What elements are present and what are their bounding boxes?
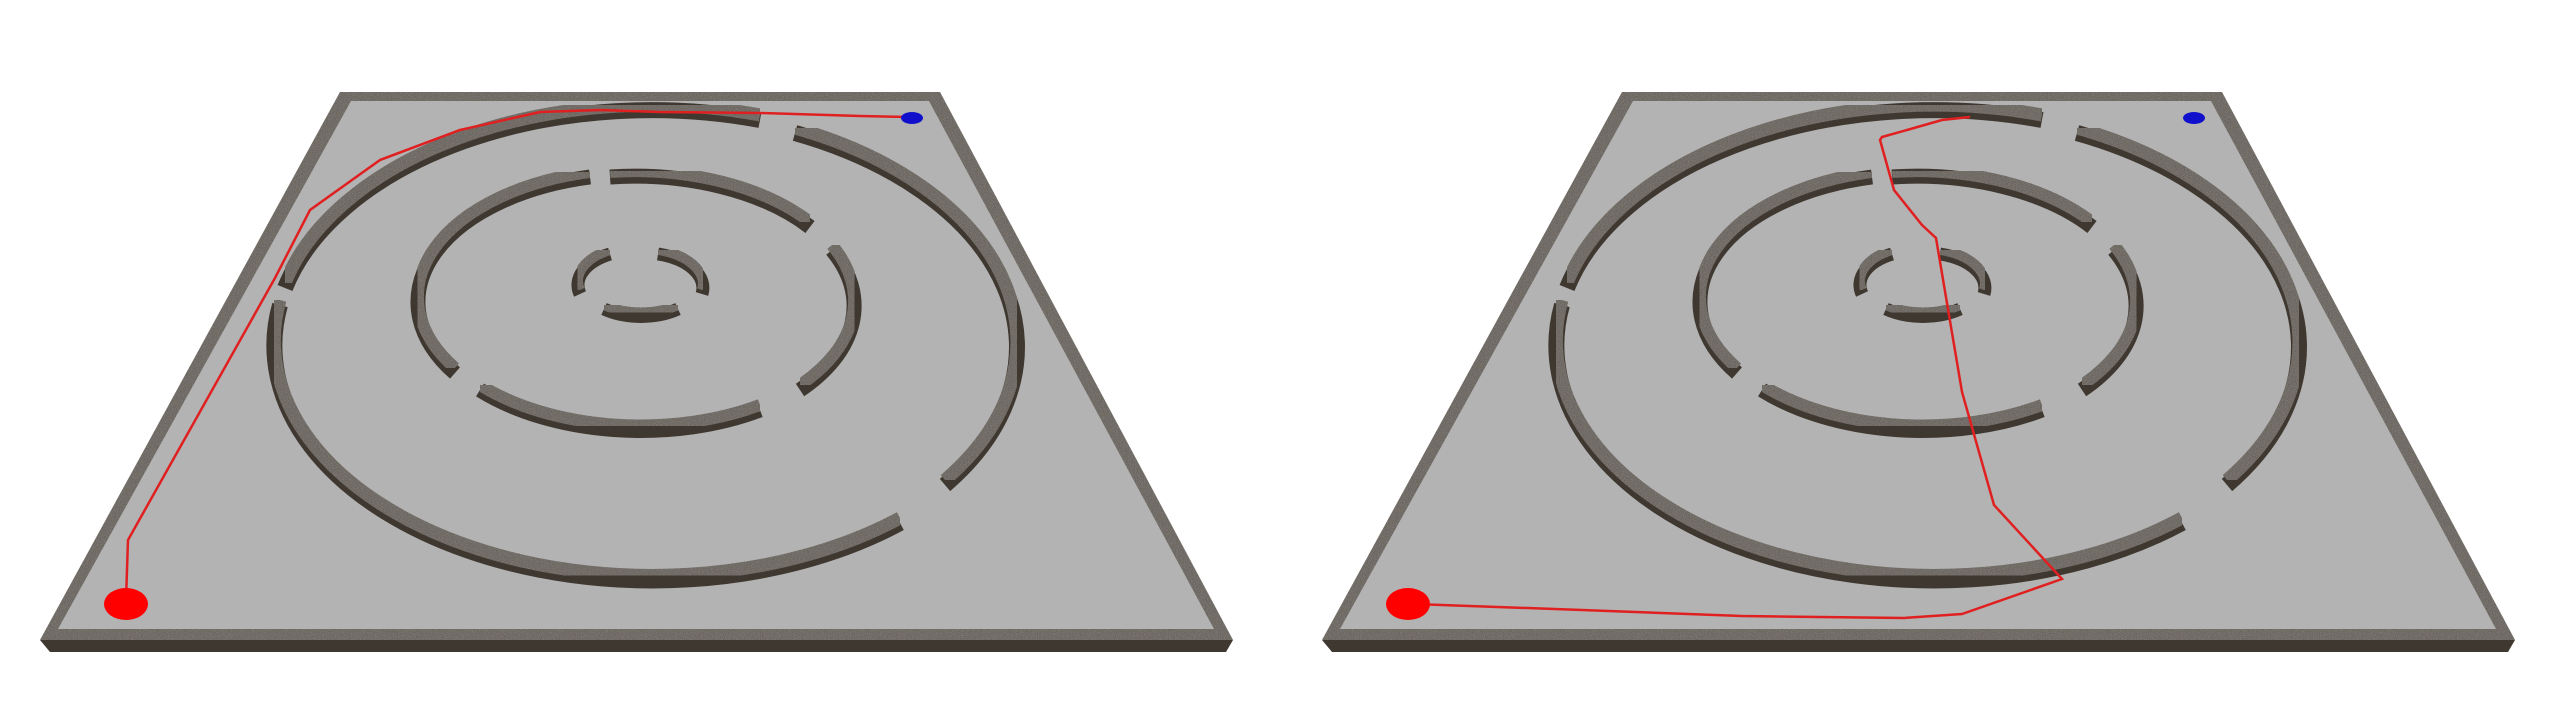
frame-side — [40, 640, 1233, 652]
inner-ring-wall — [571, 245, 710, 323]
frame-side — [1322, 640, 2515, 652]
start-marker — [1386, 588, 1430, 620]
middle-ring-wall — [410, 165, 862, 438]
outer-ring-wall — [266, 98, 1025, 589]
maze-panel-right — [1322, 92, 2515, 652]
start-marker — [104, 588, 148, 620]
solution-path — [1413, 115, 2065, 620]
inner-ring-wall — [1853, 245, 1992, 323]
goal-marker — [2183, 112, 2205, 124]
outer-ring-wall — [1548, 98, 2307, 589]
maze-walls — [266, 98, 1025, 589]
goal-marker — [901, 112, 923, 124]
middle-ring-wall — [1692, 165, 2144, 438]
maze-floor — [58, 101, 1214, 629]
maze-panel-left — [40, 92, 1233, 652]
maze-floor — [1340, 101, 2496, 629]
solution-path — [124, 108, 911, 601]
maze-walls — [1548, 98, 2307, 589]
